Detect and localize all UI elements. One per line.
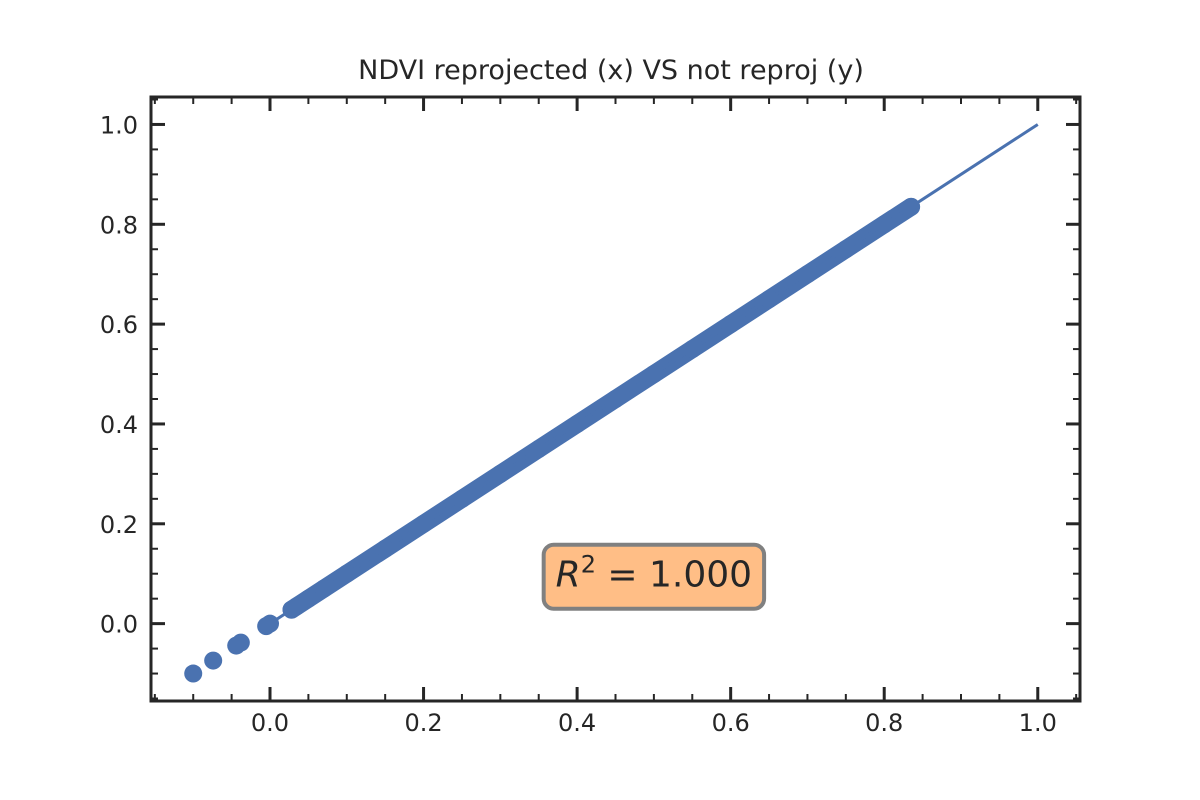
scatter-point: [314, 579, 333, 598]
scatter-point: [261, 614, 280, 633]
scatter-point: [875, 215, 894, 234]
y-tick-label: 0.2: [100, 511, 138, 539]
major-ticks: [151, 97, 1080, 701]
scatter-point: [902, 197, 921, 216]
scatter-point: [376, 539, 395, 558]
scatter-point: [184, 664, 203, 683]
scatter-point: [836, 240, 855, 259]
scatter-point: [452, 489, 471, 508]
scatter-point: [644, 365, 663, 384]
scatter-point: [529, 439, 548, 458]
scatter-point: [204, 651, 223, 670]
scatter-point: [568, 414, 587, 433]
r-squared-annotation: R2 = 1.000: [541, 542, 767, 611]
scatter-point: [299, 589, 318, 608]
y-tick-label: 0.8: [100, 211, 138, 239]
scatter-point: [337, 564, 356, 583]
tick-labels: 0.0 0.2 0.4 0.6 0.8 1.0 0.0 0.2 0.4 0.6 0.8 1.0: [100, 111, 1057, 737]
annotation-exponent: 2: [581, 551, 596, 579]
scatter-point: [414, 514, 433, 533]
x-tick-label: 1.0: [1019, 709, 1057, 737]
x-tick-label: 0.8: [865, 709, 903, 737]
annotation-r-symbol: R: [556, 555, 581, 596]
x-tick-label: 0.6: [712, 709, 750, 737]
x-tick-label: 0.2: [404, 709, 442, 737]
annotation-value: = 1.000: [596, 555, 752, 596]
y-tick-label: 1.0: [100, 111, 138, 139]
scatter-point: [683, 340, 702, 359]
scatter-point: [721, 315, 740, 334]
scatter-point: [231, 633, 250, 652]
annotation-text: R2 = 1.000: [556, 551, 752, 596]
y-tick-label: 0.0: [100, 611, 138, 639]
data-marks: [184, 123, 1039, 683]
x-tick-label: 0.4: [558, 709, 596, 737]
x-tick-label: 0.0: [251, 709, 289, 737]
scatter-point: [606, 390, 625, 408]
y-tick-label: 0.4: [100, 411, 138, 439]
scatter-point: [491, 464, 510, 483]
annotation-box: [541, 542, 767, 611]
scatter-point: [760, 290, 779, 309]
y-tick-label: 0.6: [100, 311, 138, 339]
chart-title: NDVI reprojected (x) VS not reproj (y): [358, 55, 864, 86]
scatter-point: [798, 265, 817, 284]
